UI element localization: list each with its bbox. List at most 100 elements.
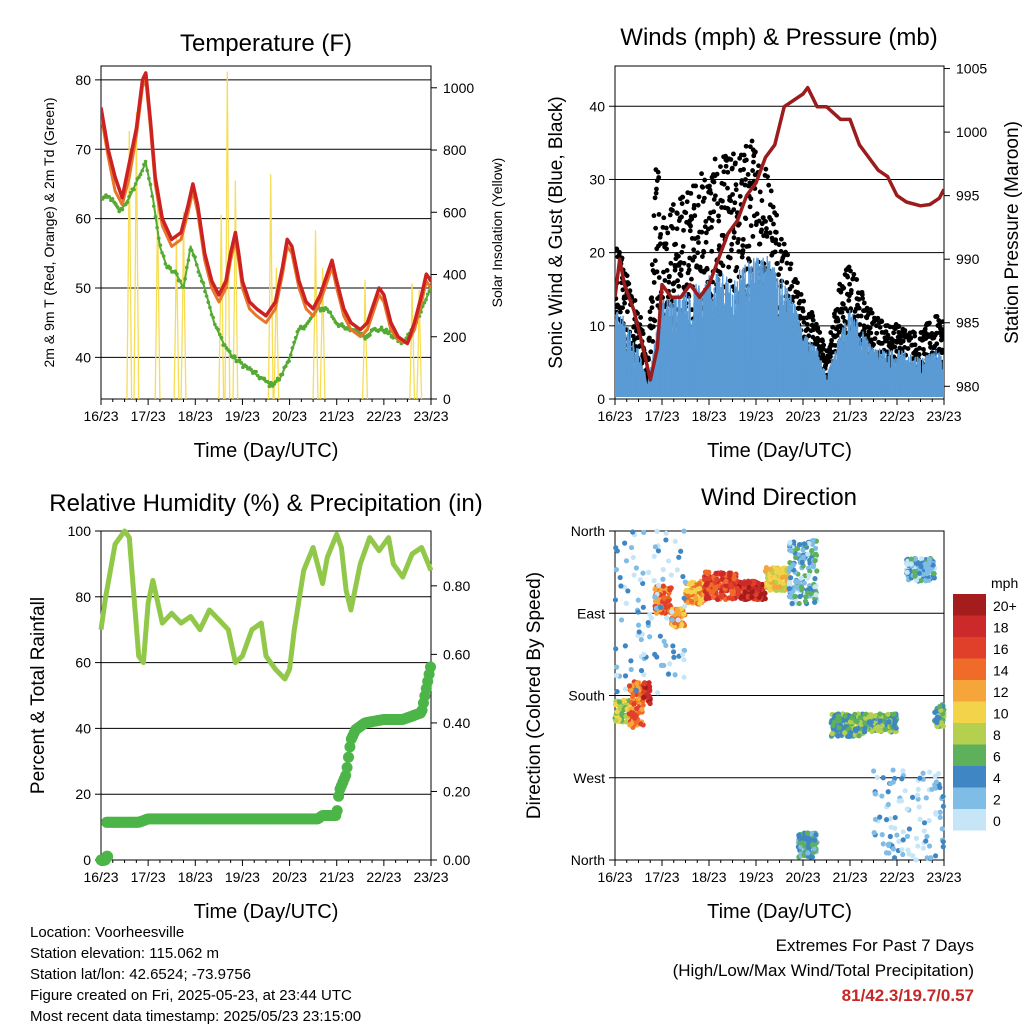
direction-point [704, 596, 709, 601]
x-tick-label: 20/23 [272, 408, 307, 424]
direction-point [788, 565, 793, 570]
direction-point [697, 601, 702, 606]
y2-tick-label: 980 [956, 378, 980, 394]
gust-point [841, 315, 846, 320]
x-tick-label: 16/23 [83, 408, 118, 424]
gust-point [651, 324, 656, 329]
direction-point [689, 599, 694, 604]
gust-point [679, 273, 684, 278]
gust-point [857, 306, 862, 311]
gust-point [670, 208, 675, 213]
direction-point [830, 731, 835, 736]
dewpoint-point [380, 325, 384, 329]
direction-point [712, 585, 717, 590]
chart-title: Wind Direction [701, 484, 857, 511]
direction-point [631, 701, 636, 706]
gust-point [702, 178, 707, 183]
direction-point [807, 586, 812, 591]
gust-point [848, 269, 853, 274]
gust-point [750, 168, 755, 173]
gust-point [718, 272, 723, 277]
gust-point [711, 209, 716, 214]
gust-point [763, 167, 768, 172]
x-tick-label: 18/23 [691, 408, 726, 424]
gust-point [681, 244, 686, 249]
gust-point [620, 305, 625, 310]
gust-point [713, 157, 718, 162]
gust-point [725, 170, 730, 175]
gust-point [758, 242, 763, 247]
direction-point [641, 695, 646, 700]
direction-point [793, 555, 798, 560]
gust-point [873, 336, 878, 341]
gust-point [821, 343, 826, 348]
gust-point [847, 282, 852, 287]
chart-title: Winds (mph) & Pressure (mb) [620, 24, 937, 51]
gust-point [625, 273, 630, 278]
direction-point [767, 577, 772, 582]
direction-point [746, 585, 751, 590]
gust-point [676, 284, 681, 289]
gust-point [732, 235, 737, 240]
gust-point [657, 212, 662, 217]
direction-point [767, 588, 772, 593]
gust-point [836, 319, 841, 324]
gust-point [829, 338, 834, 343]
gust-point [726, 265, 731, 270]
direction-point [718, 594, 723, 599]
x-axis-label: Time (Day/UTC) [707, 440, 852, 462]
direction-point [790, 601, 795, 606]
y-tick-label: 60 [75, 655, 91, 671]
gust-point [941, 327, 946, 332]
gust-point [724, 164, 729, 169]
y-tick-label: 80 [75, 72, 91, 88]
gust-point [701, 250, 706, 255]
gust-point [766, 183, 771, 188]
gust-point [741, 237, 746, 242]
x-tick-label: 23/23 [413, 869, 448, 885]
gust-point [618, 310, 623, 315]
gust-point [913, 342, 918, 347]
x-tick-label: 18/23 [178, 869, 213, 885]
gust-point [731, 152, 736, 157]
x-tick-label: 16/23 [597, 869, 632, 885]
gust-point [675, 226, 680, 231]
x-tick-label: 23/23 [926, 408, 961, 424]
gust-point [778, 266, 783, 271]
gust-point [749, 196, 754, 201]
x-tick-label: 19/23 [225, 408, 260, 424]
gust-point [679, 267, 684, 272]
gust-point [716, 213, 721, 218]
x-tick-label: 20/23 [272, 869, 307, 885]
gust-point [848, 306, 853, 311]
gust-point [775, 261, 780, 266]
gust-point [702, 196, 707, 201]
gust-point [779, 249, 784, 254]
gust-point [722, 182, 727, 187]
gust-point [712, 180, 717, 185]
direction-point [800, 560, 805, 565]
gust-point [696, 203, 701, 208]
gust-point [670, 226, 675, 231]
precip-point [332, 805, 343, 816]
gust-point [764, 226, 769, 231]
y-axis-label: 2m & 9m T (Red, Orange) & 2m Td (Green) [41, 98, 57, 368]
x-tick-label: 22/23 [879, 408, 914, 424]
gust-point [927, 321, 932, 326]
direction-point [877, 711, 882, 716]
y-axis-label: Sonic Wind & Gust (Blue, Black) [546, 96, 567, 368]
x-tick-label: 23/23 [413, 408, 448, 424]
y-tick-label: South [568, 688, 605, 704]
direction-point [837, 725, 842, 730]
gust-point [665, 230, 670, 235]
y2-tick-label: 1000 [443, 80, 474, 96]
direction-point [797, 594, 802, 599]
direction-point [813, 558, 818, 563]
direction-point [886, 719, 891, 724]
gust-point [845, 275, 850, 280]
gust-point [878, 325, 883, 330]
gust-point [688, 224, 693, 229]
gust-point [693, 184, 698, 189]
direction-point [788, 575, 793, 580]
y-tick-label: 0 [597, 391, 605, 407]
